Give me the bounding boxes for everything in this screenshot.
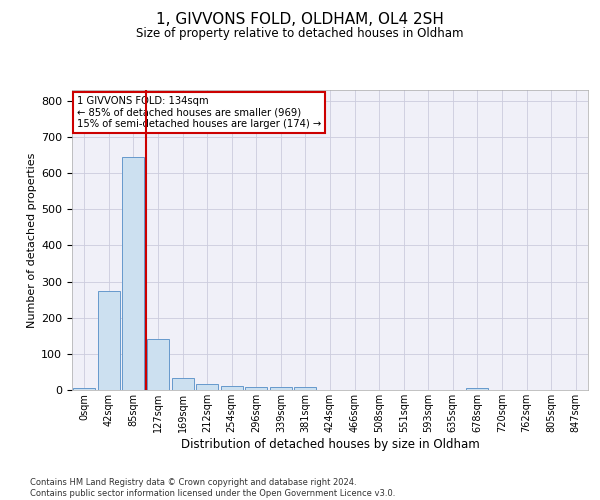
Bar (295, 388, 316, 390)
Bar (221, 386, 243, 390)
Bar (98, 290, 120, 390)
Text: 1 GIVVONS FOLD: 134sqm
← 85% of detached houses are smaller (969)
15% of semi-de: 1 GIVVONS FOLD: 134sqm ← 85% of detached… (77, 96, 322, 129)
Bar (73, 388, 95, 390)
Bar (172, 378, 194, 390)
Text: Size of property relative to detached houses in Oldham: Size of property relative to detached ho… (136, 28, 464, 40)
Bar (122, 157, 145, 390)
Text: 1, GIVVONS FOLD, OLDHAM, OL4 2SH: 1, GIVVONS FOLD, OLDHAM, OL4 2SH (156, 12, 444, 28)
Text: Contains HM Land Registry data © Crown copyright and database right 2024.
Contai: Contains HM Land Registry data © Crown c… (30, 478, 395, 498)
Bar (147, 340, 169, 390)
Y-axis label: Number of detached properties: Number of detached properties (27, 152, 37, 328)
Bar (245, 388, 268, 390)
X-axis label: Distribution of detached houses by size in Oldham: Distribution of detached houses by size … (181, 438, 479, 450)
Bar (466, 388, 488, 390)
Bar (270, 388, 292, 390)
Bar (196, 384, 218, 390)
